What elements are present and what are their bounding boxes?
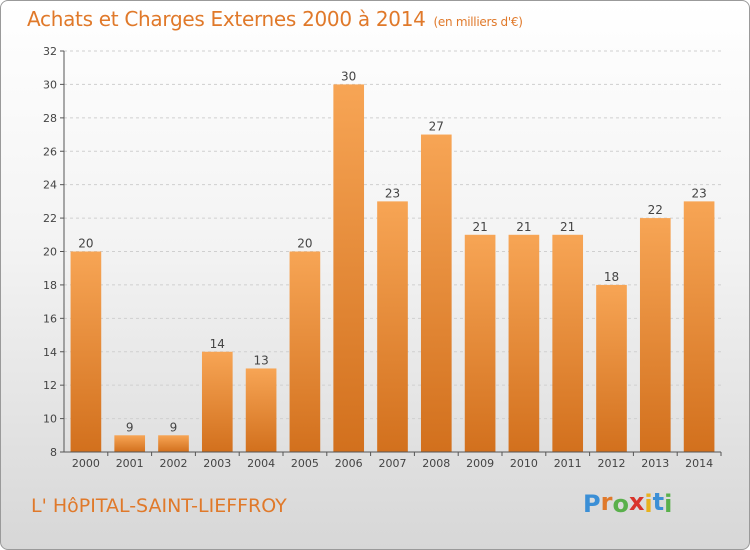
y-tick-label: 20 (43, 246, 57, 259)
y-tick-label: 26 (43, 145, 57, 158)
bar (114, 435, 146, 452)
bars (70, 84, 715, 453)
data-label: 20 (297, 237, 312, 251)
data-label: 13 (253, 353, 268, 367)
bar (508, 234, 540, 452)
logo-letter: t (652, 488, 665, 516)
bar (596, 284, 627, 452)
x-tick-label: 2003 (203, 457, 231, 470)
x-tick-label: 2002 (160, 457, 188, 470)
bar (377, 201, 408, 452)
data-label: 21 (516, 220, 531, 234)
x-tick-label: 2014 (685, 457, 713, 470)
x-tick-label: 2009 (466, 457, 494, 470)
data-label: 27 (429, 120, 444, 134)
x-tick-label: 2000 (72, 457, 100, 470)
x-tick-label: 2004 (247, 457, 275, 470)
x-tick-label: 2006 (335, 457, 363, 470)
x-tick-label: 2011 (554, 457, 582, 470)
x-tick-label: 2005 (291, 457, 319, 470)
chart-title-text: Achats et Charges Externes 2000 à 2014 (27, 7, 426, 31)
chart-title: Achats et Charges Externes 2000 à 2014 (e… (27, 7, 523, 31)
x-tick-label: 2008 (422, 457, 450, 470)
logo-letter: x (628, 488, 645, 516)
bar (639, 218, 671, 452)
logo-letter: r (600, 488, 613, 516)
chart-unit: (en milliers d'€) (433, 15, 523, 29)
bar (245, 368, 277, 452)
logo-letter: P (583, 490, 601, 518)
y-tick-label: 18 (43, 279, 57, 292)
y-tick-label: 30 (43, 78, 57, 91)
x-tick-label: 2012 (598, 457, 626, 470)
data-label: 14 (210, 337, 225, 351)
y-tick-label: 14 (43, 346, 57, 359)
logo-letter: i (664, 490, 673, 518)
x-tick-label: 2010 (510, 457, 538, 470)
data-label: 21 (560, 220, 575, 234)
bar (552, 234, 584, 452)
data-label: 21 (472, 220, 487, 234)
y-tick-label: 10 (43, 413, 57, 426)
place-name: L' HôPITAL-SAINT-LIEFFROY (31, 495, 287, 517)
bar (333, 84, 365, 453)
y-tick-label: 16 (43, 312, 57, 325)
bar (201, 351, 233, 452)
y-tick-label: 24 (43, 179, 57, 192)
x-tick-label: 2013 (641, 457, 669, 470)
x-tick-label: 2007 (379, 457, 407, 470)
labels: 8 10 12 14 16 18 20 22 24 26 28 30 32 20 2000 9 2001 9 200… (43, 45, 713, 470)
y-tick-label: 32 (43, 45, 57, 58)
logo-letter: i (644, 490, 653, 518)
bar (420, 134, 452, 452)
data-label: 9 (170, 420, 178, 434)
data-label: 30 (341, 69, 356, 83)
y-tick-label: 8 (50, 446, 57, 459)
y-tick-label: 22 (43, 212, 57, 225)
y-tick-label: 28 (43, 112, 57, 125)
axes (60, 50, 722, 456)
bar (158, 435, 189, 452)
data-label: 23 (385, 186, 400, 200)
bar (464, 234, 496, 452)
bar (683, 201, 715, 452)
data-label: 20 (78, 237, 93, 251)
x-tick-label: 2001 (116, 457, 144, 470)
data-label: 22 (648, 203, 663, 217)
bar (70, 251, 102, 452)
bar (289, 251, 321, 452)
proxiti-logo: Proxiti (583, 488, 673, 518)
y-tick-label: 12 (43, 379, 57, 392)
data-label: 9 (126, 420, 134, 434)
data-label: 23 (691, 186, 706, 200)
data-label: 18 (604, 270, 619, 284)
logo-letter: o (612, 490, 629, 518)
